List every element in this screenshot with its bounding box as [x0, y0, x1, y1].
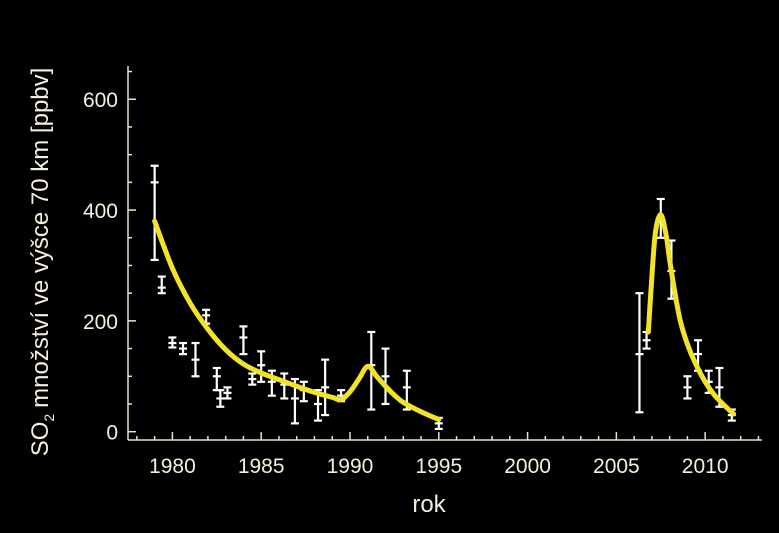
measurement-point	[257, 350, 266, 383]
measurement-point	[381, 347, 390, 406]
x-tick-label: 2005	[593, 455, 640, 478]
measurement-point	[157, 275, 166, 295]
measurement-point	[216, 389, 225, 408]
measurement-point	[635, 292, 644, 414]
axes	[127, 66, 762, 441]
x-tick-label: 1980	[149, 455, 196, 478]
measurement-point	[683, 375, 692, 400]
y-tick-label: 600	[83, 89, 118, 112]
measurement-point	[179, 341, 188, 356]
measurement-point	[248, 372, 257, 386]
x-tick-label: 2000	[504, 455, 551, 478]
fit-line-series	[645, 211, 737, 417]
y-tick-label: 200	[83, 311, 118, 334]
y-axis-title-subscript: 2	[41, 414, 57, 422]
measurement-point	[168, 336, 177, 349]
y-ticks: 0 200 400 600	[83, 70, 136, 445]
measurement-point	[223, 386, 232, 400]
measurement-point	[191, 341, 200, 378]
y-axis-title: SO2 množství ve výšce 70 km [ppbv]	[27, 68, 57, 457]
fit-line-series	[152, 218, 442, 422]
x-ticks: 1980 1985 1990 1995 2000 2005 2010	[136, 432, 760, 478]
measurement-point	[239, 325, 248, 356]
y-axis-title-prefix: SO	[27, 422, 54, 457]
x-tick-label: 1990	[327, 455, 374, 478]
y-tick-label: 400	[83, 200, 118, 223]
y-tick-label: 0	[106, 422, 118, 445]
measurement-errorbars	[150, 164, 736, 431]
measurement-point	[321, 358, 330, 417]
x-axis-title: rok	[412, 491, 446, 518]
x-tick-label: 2010	[682, 455, 729, 478]
x-tick-label: 1995	[415, 455, 462, 478]
fit-lines	[152, 211, 737, 422]
measurement-point	[150, 164, 159, 262]
x-tick-label: 1985	[238, 455, 285, 478]
y-axis-title-main: množství ve výšce 70 km [ppbv]	[27, 68, 54, 408]
